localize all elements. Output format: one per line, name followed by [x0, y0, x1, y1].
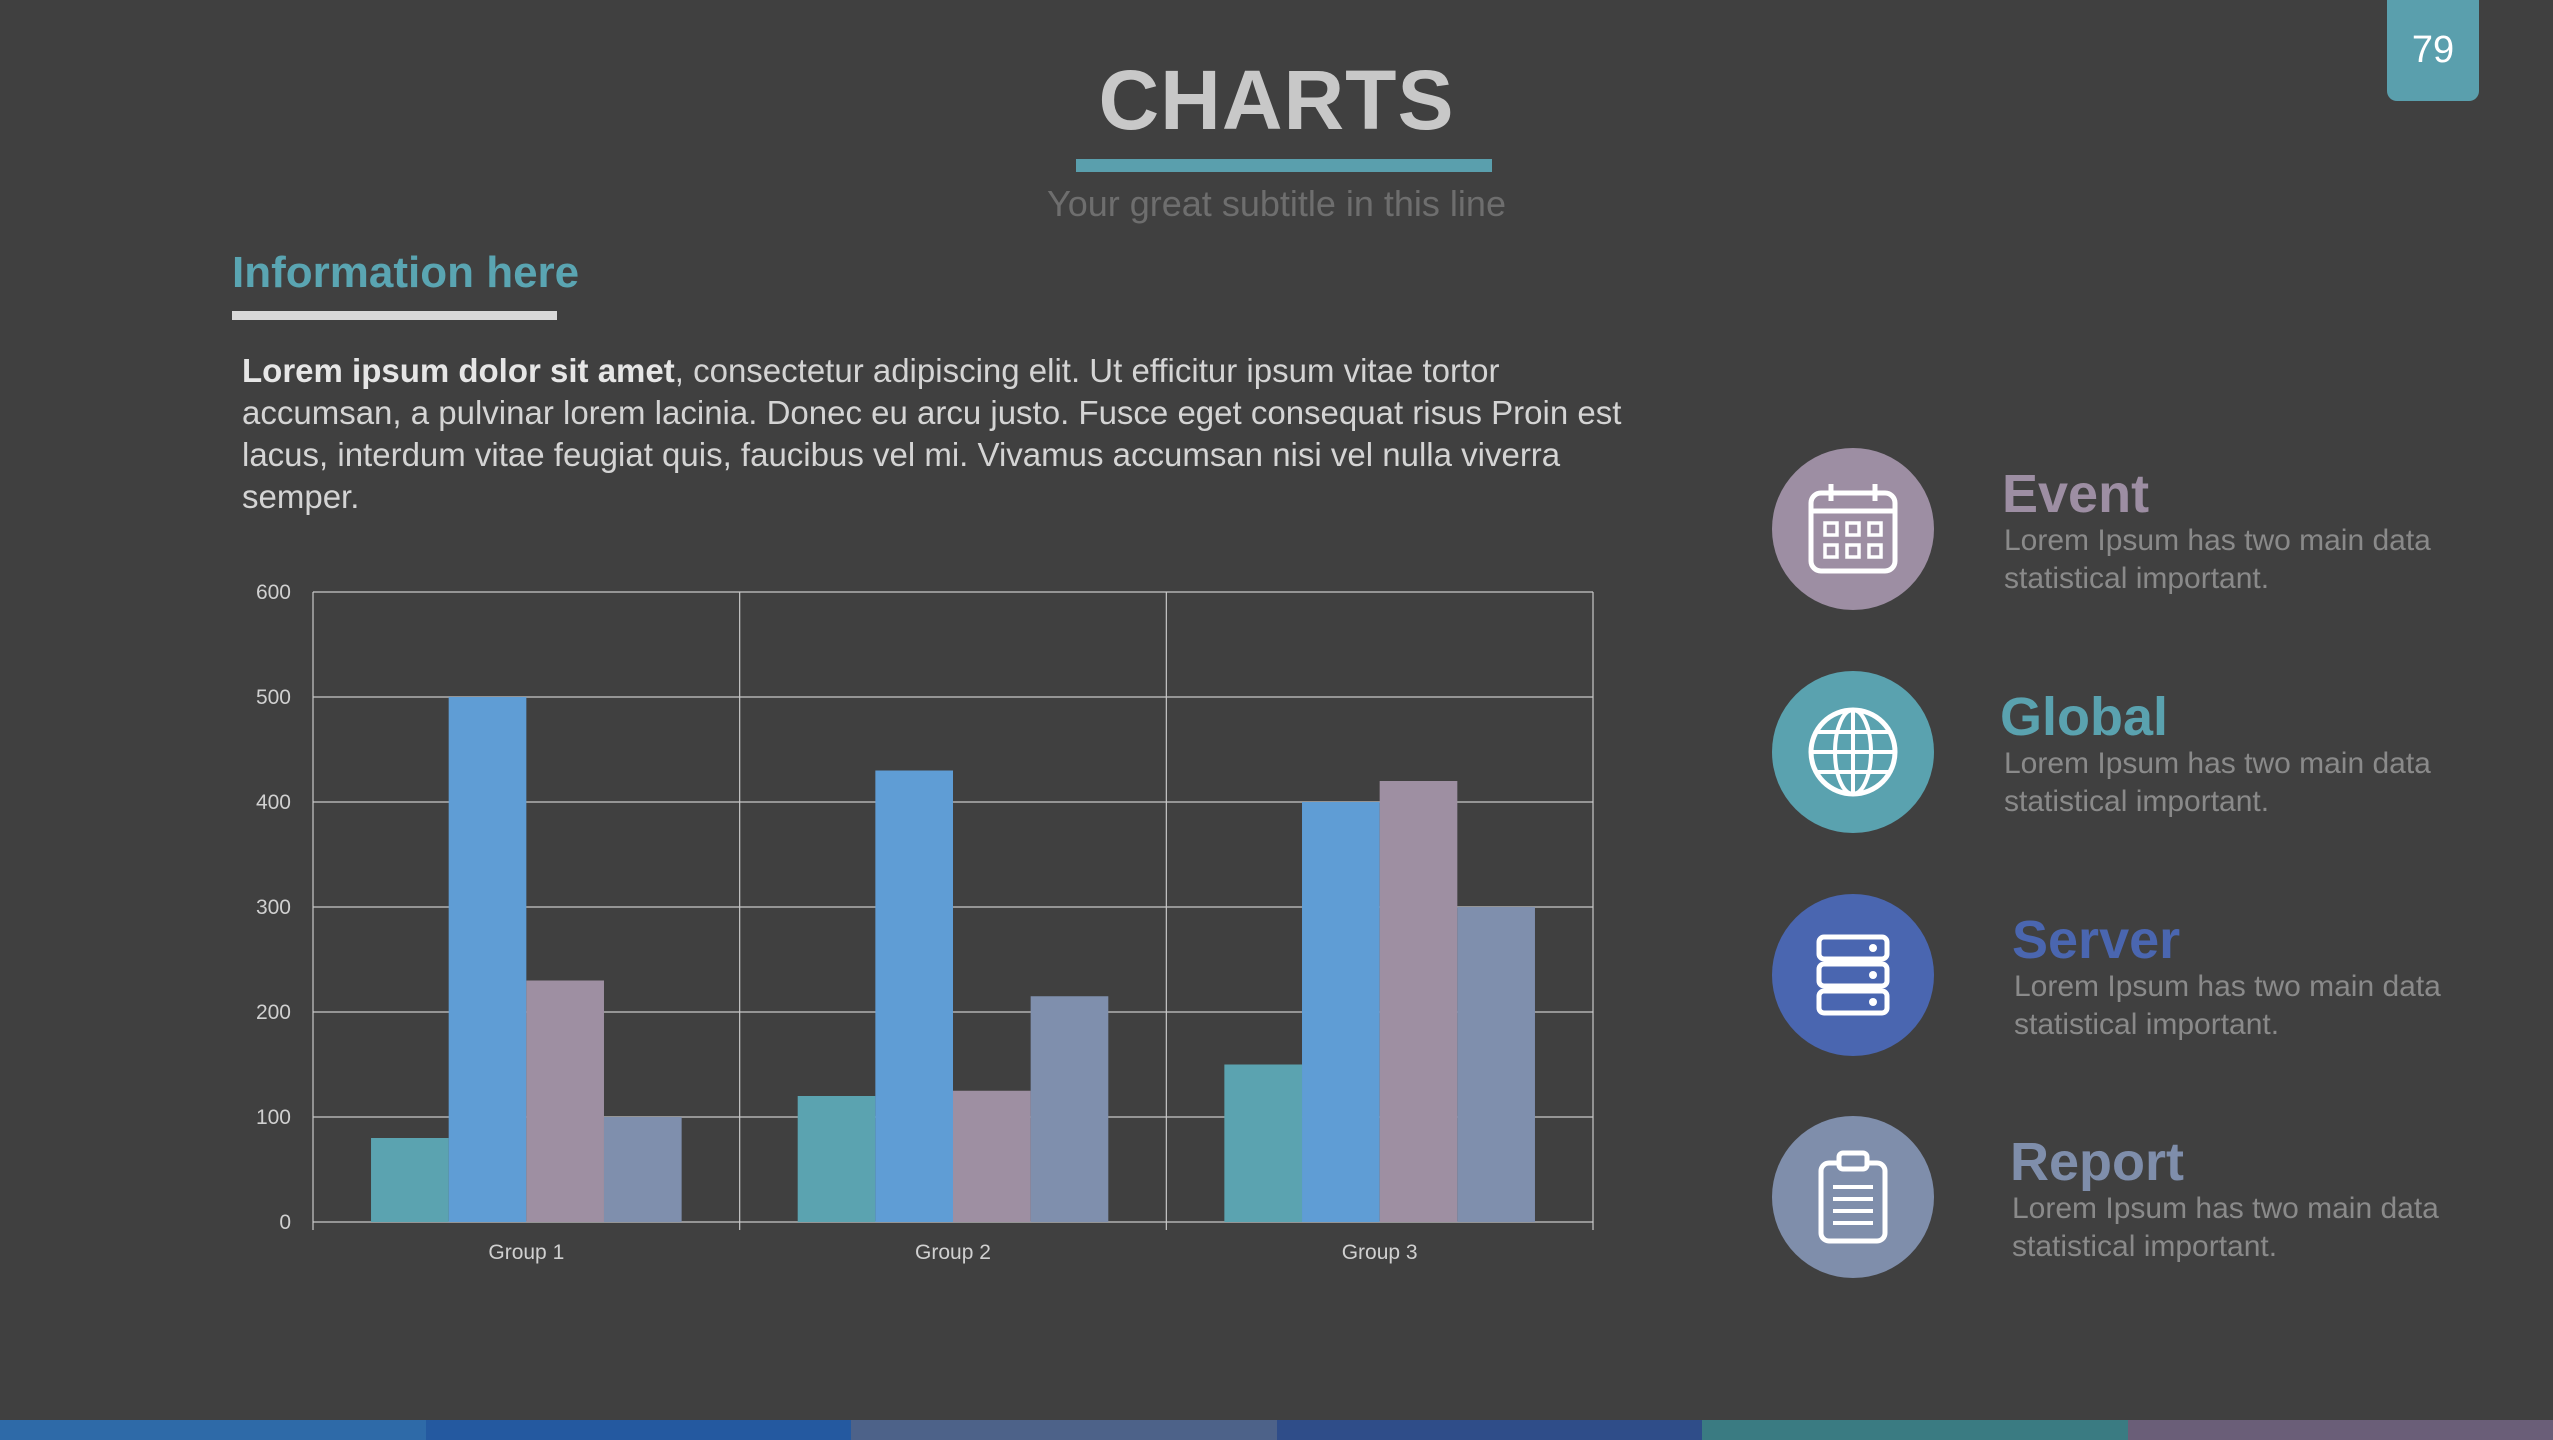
feature-event: Event Lorem Ipsum has two main data stat…: [1772, 448, 2492, 614]
bar: [1030, 996, 1109, 1222]
title-underline: [1076, 159, 1492, 172]
bar: [603, 1117, 682, 1222]
info-heading: Information here: [232, 248, 580, 297]
bottom-bar-segment: [2127, 1420, 2553, 1440]
feature-global-circle: [1772, 671, 1934, 833]
feature-report-desc: Lorem Ipsum has two main data statistica…: [2012, 1192, 2439, 1263]
clipboard-icon: [1818, 1150, 1888, 1244]
feature-server-circle: [1772, 894, 1934, 1056]
bottom-color-bar: [0, 1420, 2553, 1440]
bottom-bar-segment: [851, 1420, 1277, 1440]
bar: [875, 770, 953, 1222]
body-text: Lorem ipsum dolor sit amet, consectetur …: [242, 350, 1632, 518]
y-tick-label: 200: [256, 1001, 291, 1024]
feature-global-title: Global: [2000, 687, 2169, 747]
feature-event-desc: Lorem Ipsum has two main data statistica…: [2004, 524, 2431, 595]
bottom-bar-segment: [425, 1420, 851, 1440]
bar: [797, 1096, 876, 1222]
bar: [1302, 802, 1380, 1222]
page-number: 79: [2387, 0, 2479, 101]
info-underline: [232, 311, 557, 320]
x-tick-label: Group 1: [488, 1241, 564, 1264]
feature-report: Report Lorem Ipsum has two main data sta…: [1772, 1116, 2492, 1282]
bar: [1224, 1064, 1303, 1222]
bar: [1457, 907, 1535, 1222]
y-tick-label: 500: [256, 686, 291, 709]
server-icon: [1816, 934, 1890, 1016]
x-tick-label: Group 3: [1342, 1241, 1418, 1264]
y-tick-label: 100: [256, 1106, 291, 1129]
bar: [953, 1090, 1031, 1222]
feature-server-title: Server: [2012, 910, 2181, 970]
bar: [1379, 781, 1458, 1222]
bar: [448, 697, 527, 1222]
calendar-icon: [1808, 484, 1898, 574]
bottom-bar-segment: [1702, 1420, 2128, 1440]
feature-report-circle: [1772, 1116, 1934, 1278]
feature-server: Server Lorem Ipsum has two main data sta…: [1772, 894, 2492, 1060]
bottom-bar-segment: [1276, 1420, 1702, 1440]
feature-server-desc: Lorem Ipsum has two main data statistica…: [2014, 970, 2441, 1041]
feature-event-circle: [1772, 448, 1934, 610]
feature-report-title: Report: [2010, 1132, 2184, 1192]
body-text-bold: Lorem ipsum dolor sit amet: [242, 352, 675, 389]
bar: [526, 980, 604, 1222]
x-tick-label: Group 2: [915, 1241, 991, 1264]
feature-global-desc: Lorem Ipsum has two main data statistica…: [2004, 747, 2431, 818]
page-subtitle: Your great subtitle in this line: [1047, 183, 1506, 224]
feature-global: Global Lorem Ipsum has two main data sta…: [1772, 671, 2492, 837]
bottom-bar-segment: [0, 1420, 426, 1440]
globe-icon: [1808, 707, 1898, 797]
body-text-rest: , consectetur adipiscing elit. Ut effici…: [242, 352, 1622, 515]
y-tick-label: 0: [279, 1211, 291, 1234]
y-tick-label: 300: [256, 896, 291, 919]
y-tick-label: 400: [256, 791, 291, 814]
bar-chart: 0 100 200 300 400 500 600 Group 1 Group 2 Group 3: [256, 581, 1594, 1264]
page-title: CHARTS: [1098, 53, 1455, 147]
feature-event-title: Event: [2002, 464, 2150, 524]
y-tick-label: 600: [256, 581, 291, 604]
bar: [371, 1138, 449, 1222]
